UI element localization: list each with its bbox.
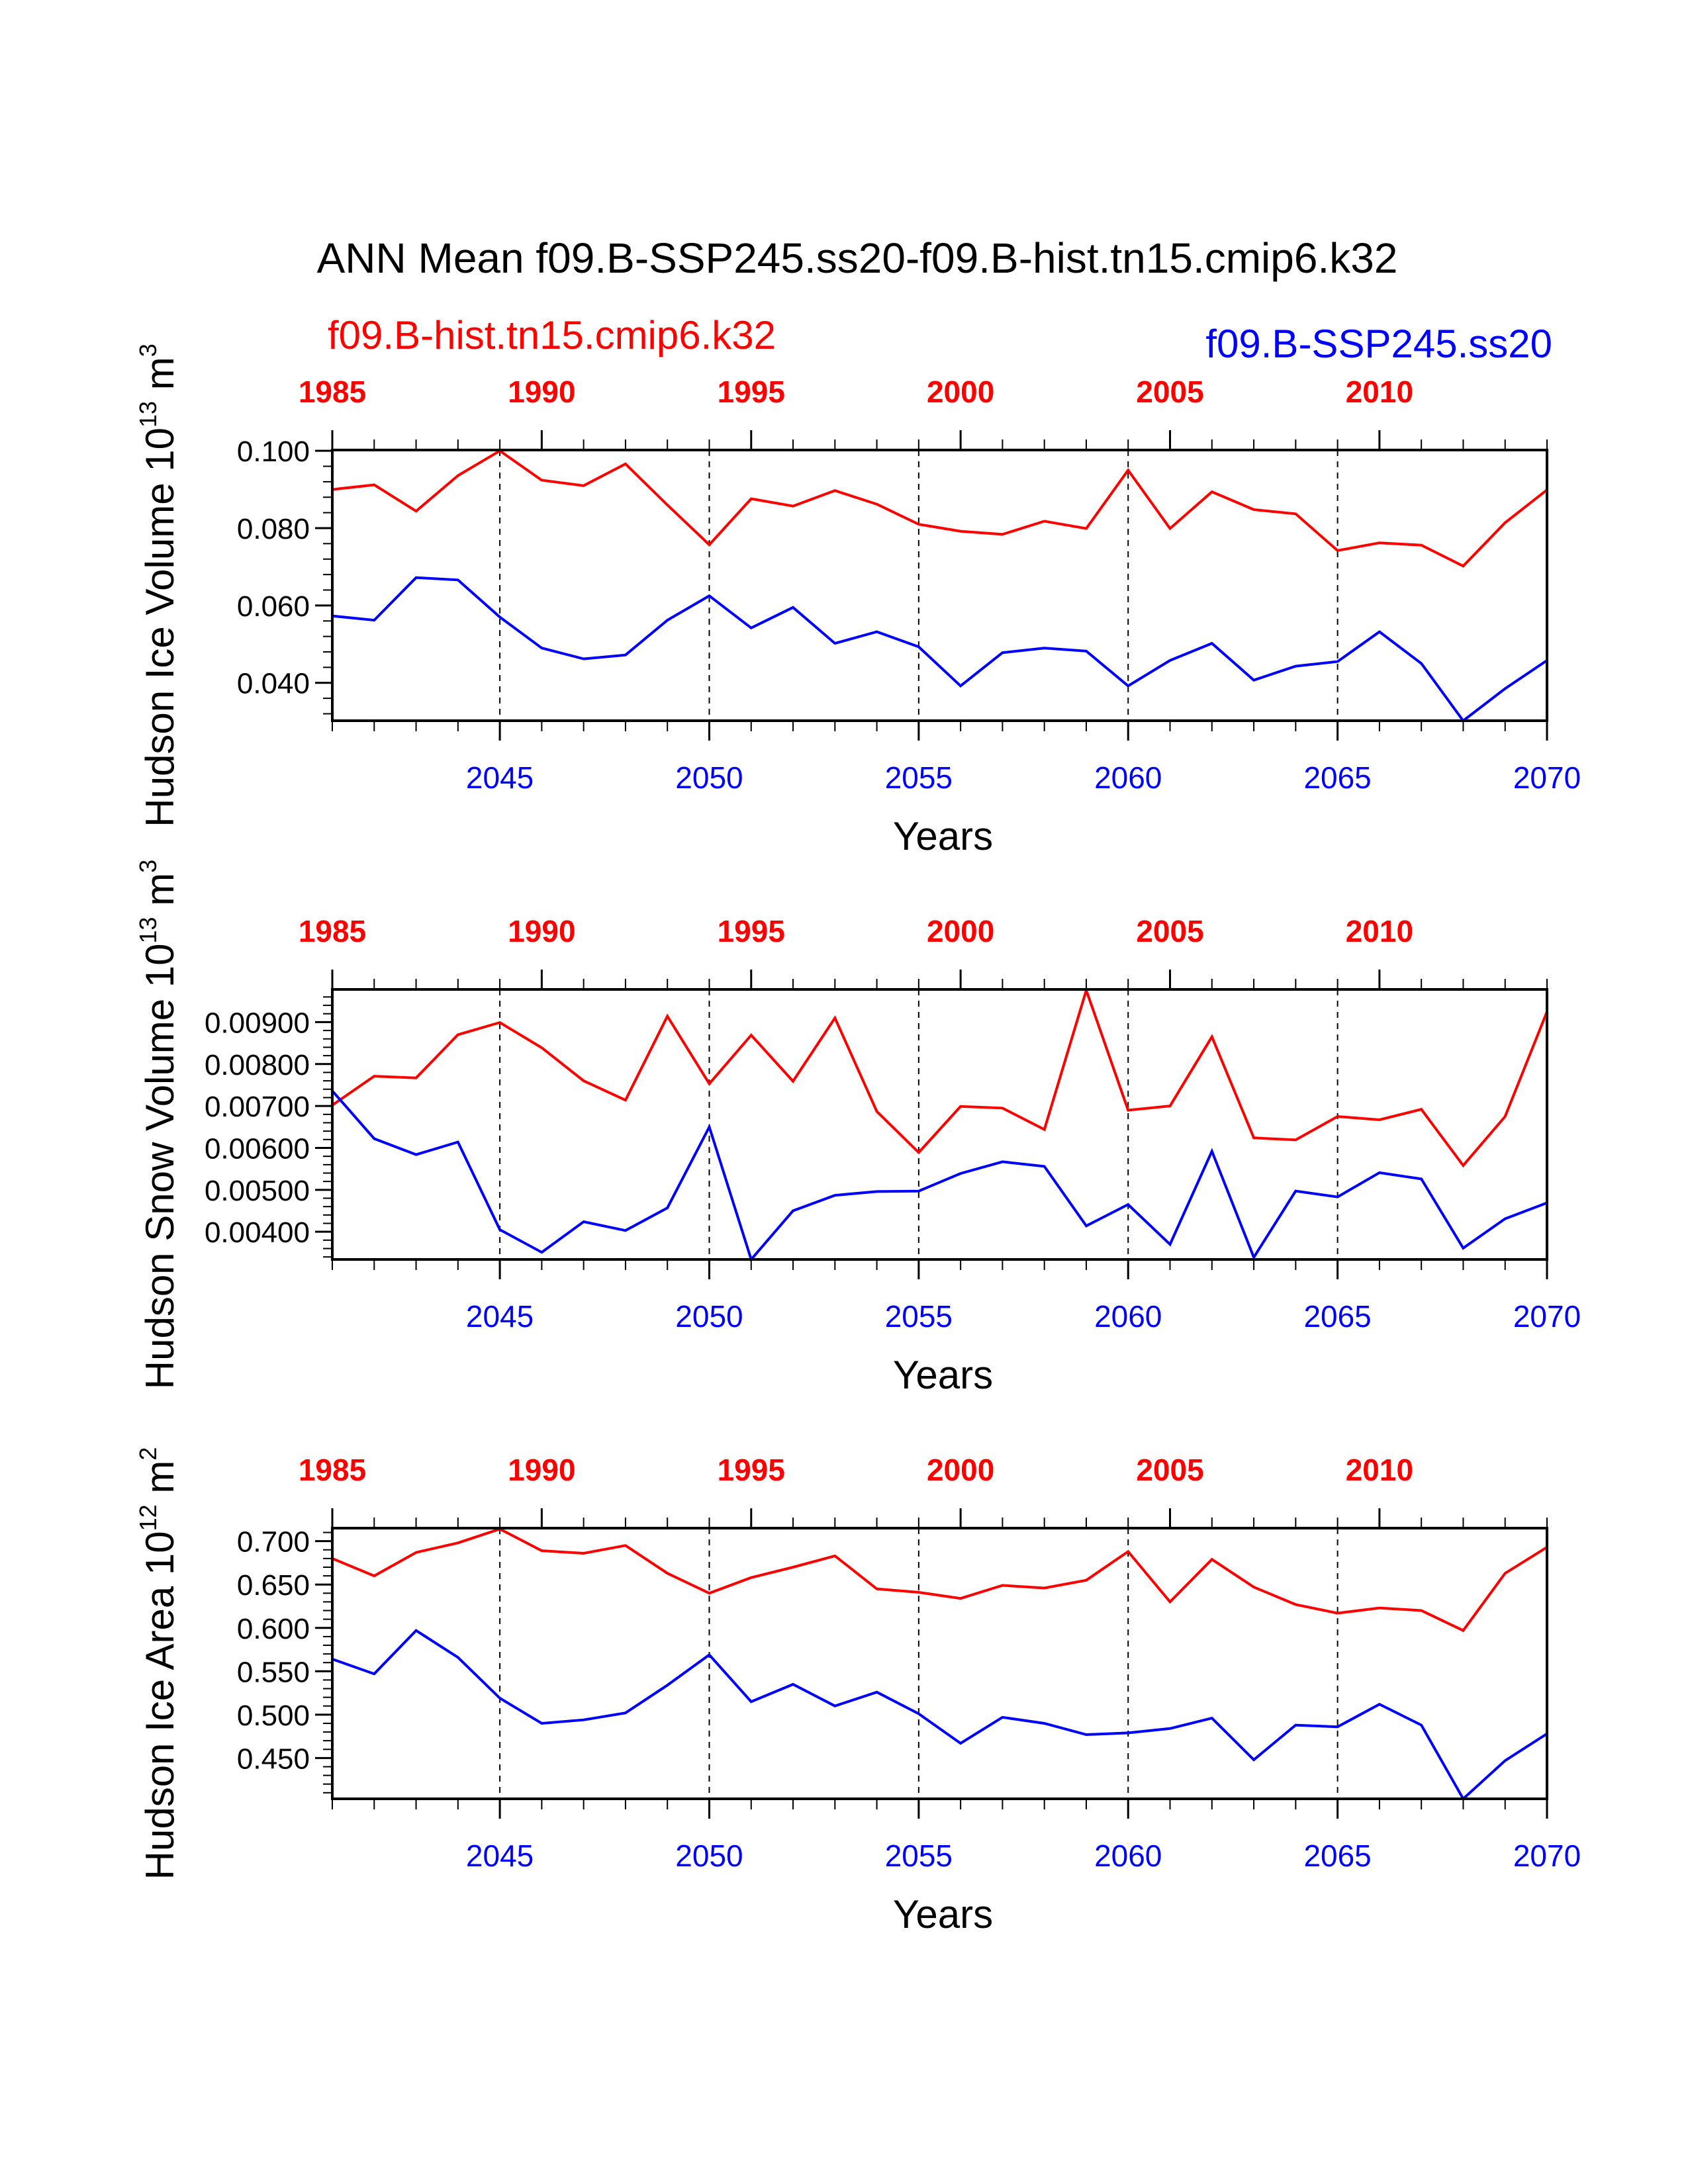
x-bottom-tick-label: 2050 (675, 1299, 743, 1334)
y-tick-label: 0.550 (237, 1656, 310, 1688)
x-top-tick-label: 1990 (508, 375, 575, 409)
panel-ice-volume: 0.040 0.060 0.080 0.100 2045 2050 2055 2060 2065… (134, 343, 1581, 858)
x-top-tick-label: 2010 (1346, 375, 1413, 409)
x-top-tick-label: 1985 (299, 914, 366, 948)
y-axis-title: Hudson Ice Volume 1013 m3 (134, 343, 182, 827)
x-top-tick-label: 2000 (927, 914, 994, 948)
x-top-tick-label: 1985 (299, 375, 366, 409)
y-axis-title: Hudson Snow Volume 1013 m3 (134, 860, 182, 1390)
y-tick-label: 0.00400 (205, 1216, 310, 1249)
y-tick-label: 0.080 (237, 513, 310, 545)
x-bottom-tick-label: 2065 (1303, 1299, 1371, 1334)
x-bottom-tick-label: 2055 (885, 1299, 953, 1334)
y-tick-label: 0.00500 (205, 1175, 310, 1207)
y-tick-label: 0.700 (237, 1526, 310, 1559)
x-top-tick-label: 2000 (927, 1453, 994, 1487)
y-tick-label: 0.00600 (205, 1132, 310, 1165)
x-top-tick-label: 2005 (1136, 375, 1203, 409)
y-tick-label: 0.00800 (205, 1049, 310, 1081)
y-tick-label: 0.500 (237, 1700, 310, 1732)
y-tick-label: 0.00700 (205, 1091, 310, 1123)
y-tick-label: 0.100 (237, 435, 310, 468)
x-bottom-tick-label: 2060 (1094, 1839, 1162, 1873)
x-axis-title: Years (893, 814, 993, 858)
x-top-tick-label: 1995 (718, 914, 785, 948)
x-top-tick-label: 2010 (1346, 1453, 1413, 1487)
plot-frame (331, 1527, 1548, 1800)
x-bottom-tick-label: 2045 (466, 760, 534, 795)
x-top-tick-label: 2005 (1136, 1453, 1203, 1487)
x-top-tick-label: 2010 (1346, 914, 1413, 948)
x-top-tick-label: 1985 (299, 1453, 366, 1487)
y-tick-label: 0.650 (237, 1569, 310, 1602)
y-tick-label: 0.040 (237, 668, 310, 700)
legend-ssp-label: f09.B-SSP245.ss20 (1205, 322, 1552, 366)
series-line-hist (331, 985, 1548, 1168)
legend-hist-label: f09.B-hist.tn15.cmip6.k32 (328, 313, 776, 357)
figure-title: ANN Mean f09.B-SSP245.ss20-f09.B-hist.tn… (317, 234, 1398, 282)
y-tick-label: 0.600 (237, 1613, 310, 1645)
x-top-tick-label: 1995 (718, 1453, 785, 1487)
x-top-tick-label: 1990 (508, 914, 575, 948)
x-bottom-tick-label: 2050 (675, 760, 743, 795)
x-bottom-tick-label: 2070 (1513, 1839, 1581, 1873)
x-bottom-tick-label: 2055 (885, 1839, 953, 1873)
x-axis-title: Years (893, 1892, 993, 1936)
x-top-tick-label: 2005 (1136, 914, 1203, 948)
series-line-hist (332, 449, 1548, 568)
x-top-tick-label: 1990 (508, 1453, 575, 1487)
series-line-ssp (332, 576, 1548, 723)
series-line-hist (332, 1527, 1548, 1633)
x-bottom-tick-label: 2050 (675, 1839, 743, 1873)
x-bottom-tick-label: 2060 (1094, 760, 1162, 795)
y-tick-label: 0.060 (237, 590, 310, 623)
series-line-ssp (332, 1629, 1548, 1801)
x-axis-title: Years (893, 1353, 993, 1397)
panel-snow-volume: 0.00400 0.00500 0.00600 0.00700 0.00800 0.009… (134, 860, 1581, 1397)
x-bottom-tick-label: 2045 (466, 1299, 534, 1334)
series-line-ssp (331, 1089, 1548, 1263)
x-bottom-tick-label: 2055 (885, 760, 953, 795)
y-axis-title: Hudson Ice Area 1012 m2 (134, 1447, 182, 1880)
x-bottom-tick-label: 2045 (466, 1839, 534, 1873)
y-tick-label: 0.00900 (205, 1007, 310, 1039)
x-bottom-tick-label: 2065 (1303, 1839, 1371, 1873)
x-top-tick-label: 2000 (927, 375, 994, 409)
x-bottom-tick-label: 2070 (1513, 1299, 1581, 1334)
y-tick-label: 0.450 (237, 1743, 310, 1775)
x-top-tick-label: 1995 (718, 375, 785, 409)
x-bottom-tick-label: 2070 (1513, 760, 1581, 795)
panel-ice-area: 0.450 0.500 0.550 0.600 0.650 0.700 2045 2050 20… (134, 1447, 1581, 1936)
plot-frame (331, 449, 1548, 722)
plot-frame (331, 988, 1548, 1261)
x-bottom-tick-label: 2065 (1303, 760, 1371, 795)
x-bottom-tick-label: 2060 (1094, 1299, 1162, 1334)
